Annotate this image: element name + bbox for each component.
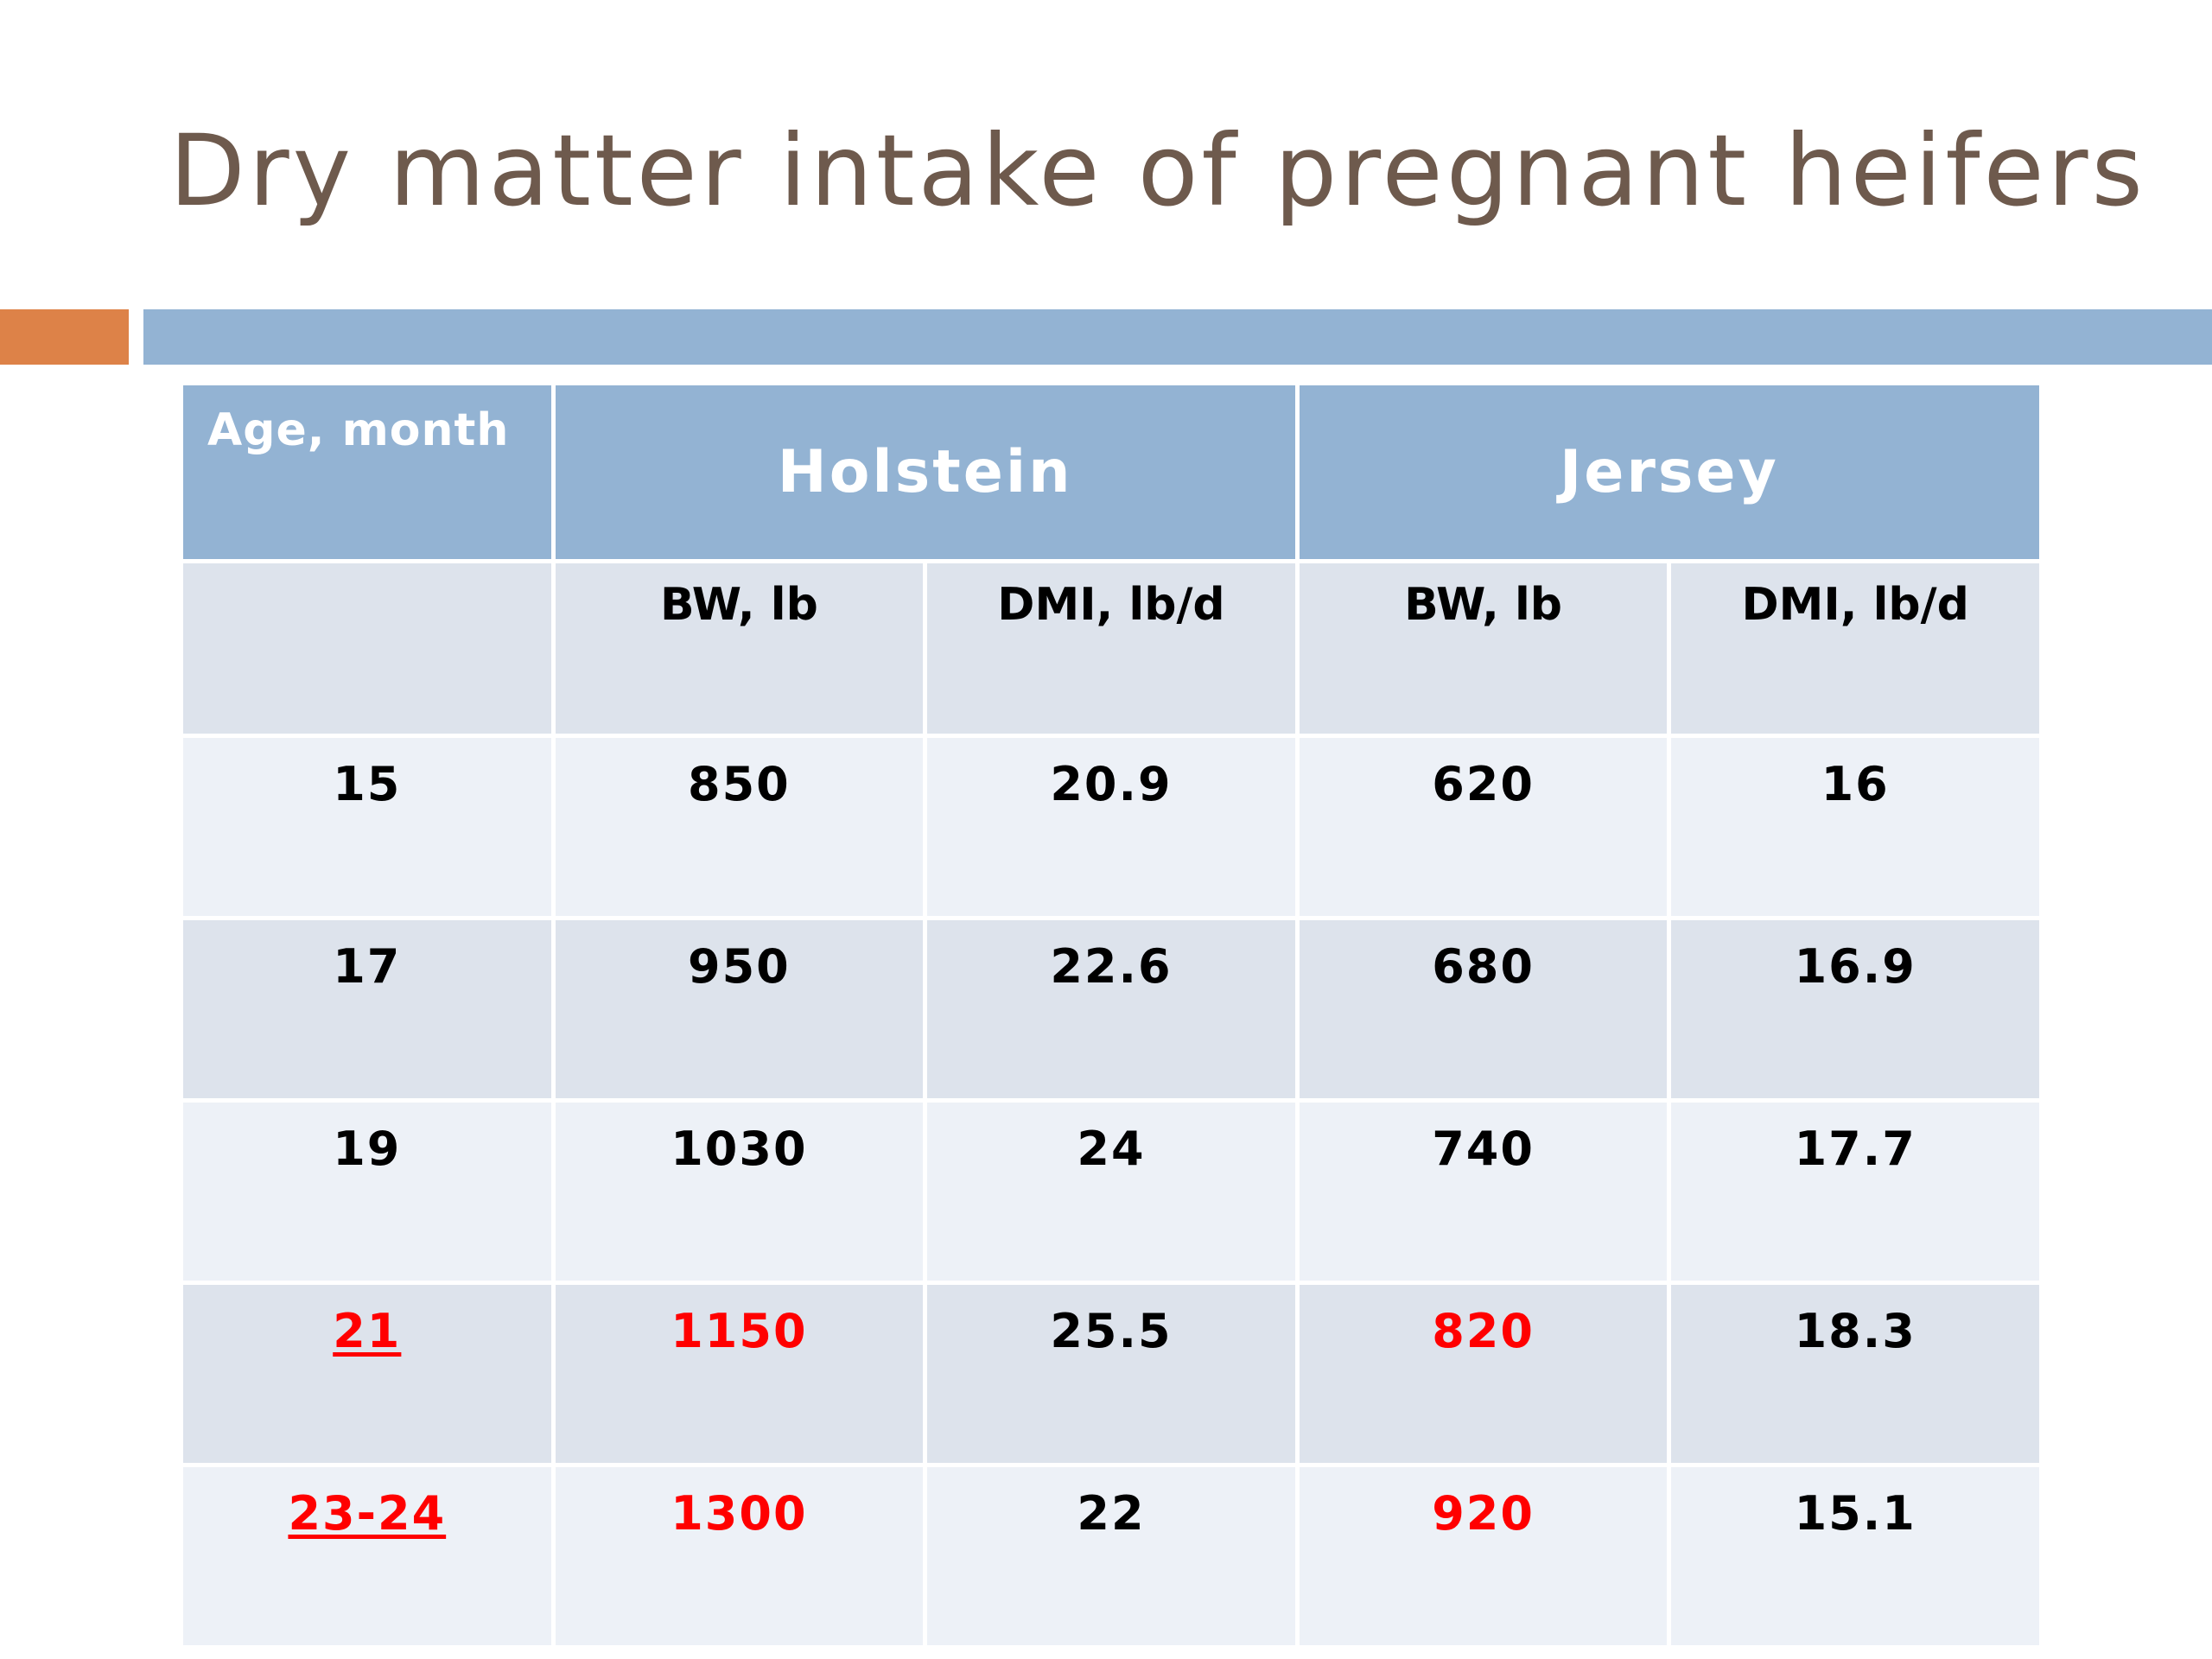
cell-holstein-bw: 1150 (555, 1285, 924, 1463)
header-holstein: Holstein (555, 385, 1295, 559)
cell-age: 21 (183, 1285, 551, 1463)
cell-holstein-dmi: 22 (927, 1467, 1295, 1645)
cell-age: 23-24 (183, 1467, 551, 1645)
cell-holstein-bw: 1030 (555, 1103, 924, 1281)
cell-age: 19 (183, 1103, 551, 1281)
cell-jersey-dmi: 17.7 (1671, 1103, 2039, 1281)
table-row: 21 1150 25.5 820 18.3 (183, 1285, 2039, 1463)
cell-jersey-dmi: 15.1 (1671, 1467, 2039, 1645)
cell-jersey-dmi: 16 (1671, 738, 2039, 916)
cell-holstein-bw: 850 (555, 738, 924, 916)
table-row: 15 850 20.9 620 16 (183, 738, 2039, 916)
cell-holstein-dmi: 22.6 (927, 920, 1295, 1098)
accent-bar (0, 309, 129, 365)
cell-holstein-dmi: 25.5 (927, 1285, 1295, 1463)
heifer-dmi-table: Age, month Holstein Jersey BW, lb DMI, l… (179, 381, 2044, 1649)
cell-jersey-bw: 920 (1299, 1467, 1668, 1645)
cell-jersey-dmi: 18.3 (1671, 1285, 2039, 1463)
cell-jersey-bw: 680 (1299, 920, 1668, 1098)
cell-age: 15 (183, 738, 551, 916)
cell-jersey-bw: 820 (1299, 1285, 1668, 1463)
cell-jersey-bw: 620 (1299, 738, 1668, 916)
slide-title: Dry matter intake of pregnant heifers (169, 113, 2146, 228)
subheader-age (183, 563, 551, 734)
cell-jersey-bw: 740 (1299, 1103, 1668, 1281)
subheader-holstein-bw: BW, lb (555, 563, 924, 734)
title-divider-bar (143, 309, 2212, 365)
cell-holstein-dmi: 24 (927, 1103, 1295, 1281)
subheader-holstein-dmi: DMI, lb/d (927, 563, 1295, 734)
subheader-jersey-dmi: DMI, lb/d (1671, 563, 2039, 734)
cell-holstein-bw: 950 (555, 920, 924, 1098)
cell-age: 17 (183, 920, 551, 1098)
table-row: 17 950 22.6 680 16.9 (183, 920, 2039, 1098)
cell-holstein-bw: 1300 (555, 1467, 924, 1645)
table-row: 19 1030 24 740 17.7 (183, 1103, 2039, 1281)
table-subheader-row: BW, lb DMI, lb/d BW, lb DMI, lb/d (183, 563, 2039, 734)
header-age: Age, month (183, 385, 551, 559)
subheader-jersey-bw: BW, lb (1299, 563, 1668, 734)
table-row: 23-24 1300 22 920 15.1 (183, 1467, 2039, 1645)
header-jersey: Jersey (1299, 385, 2039, 559)
cell-jersey-dmi: 16.9 (1671, 920, 2039, 1098)
table-header-row: Age, month Holstein Jersey (183, 385, 2039, 559)
cell-holstein-dmi: 20.9 (927, 738, 1295, 916)
